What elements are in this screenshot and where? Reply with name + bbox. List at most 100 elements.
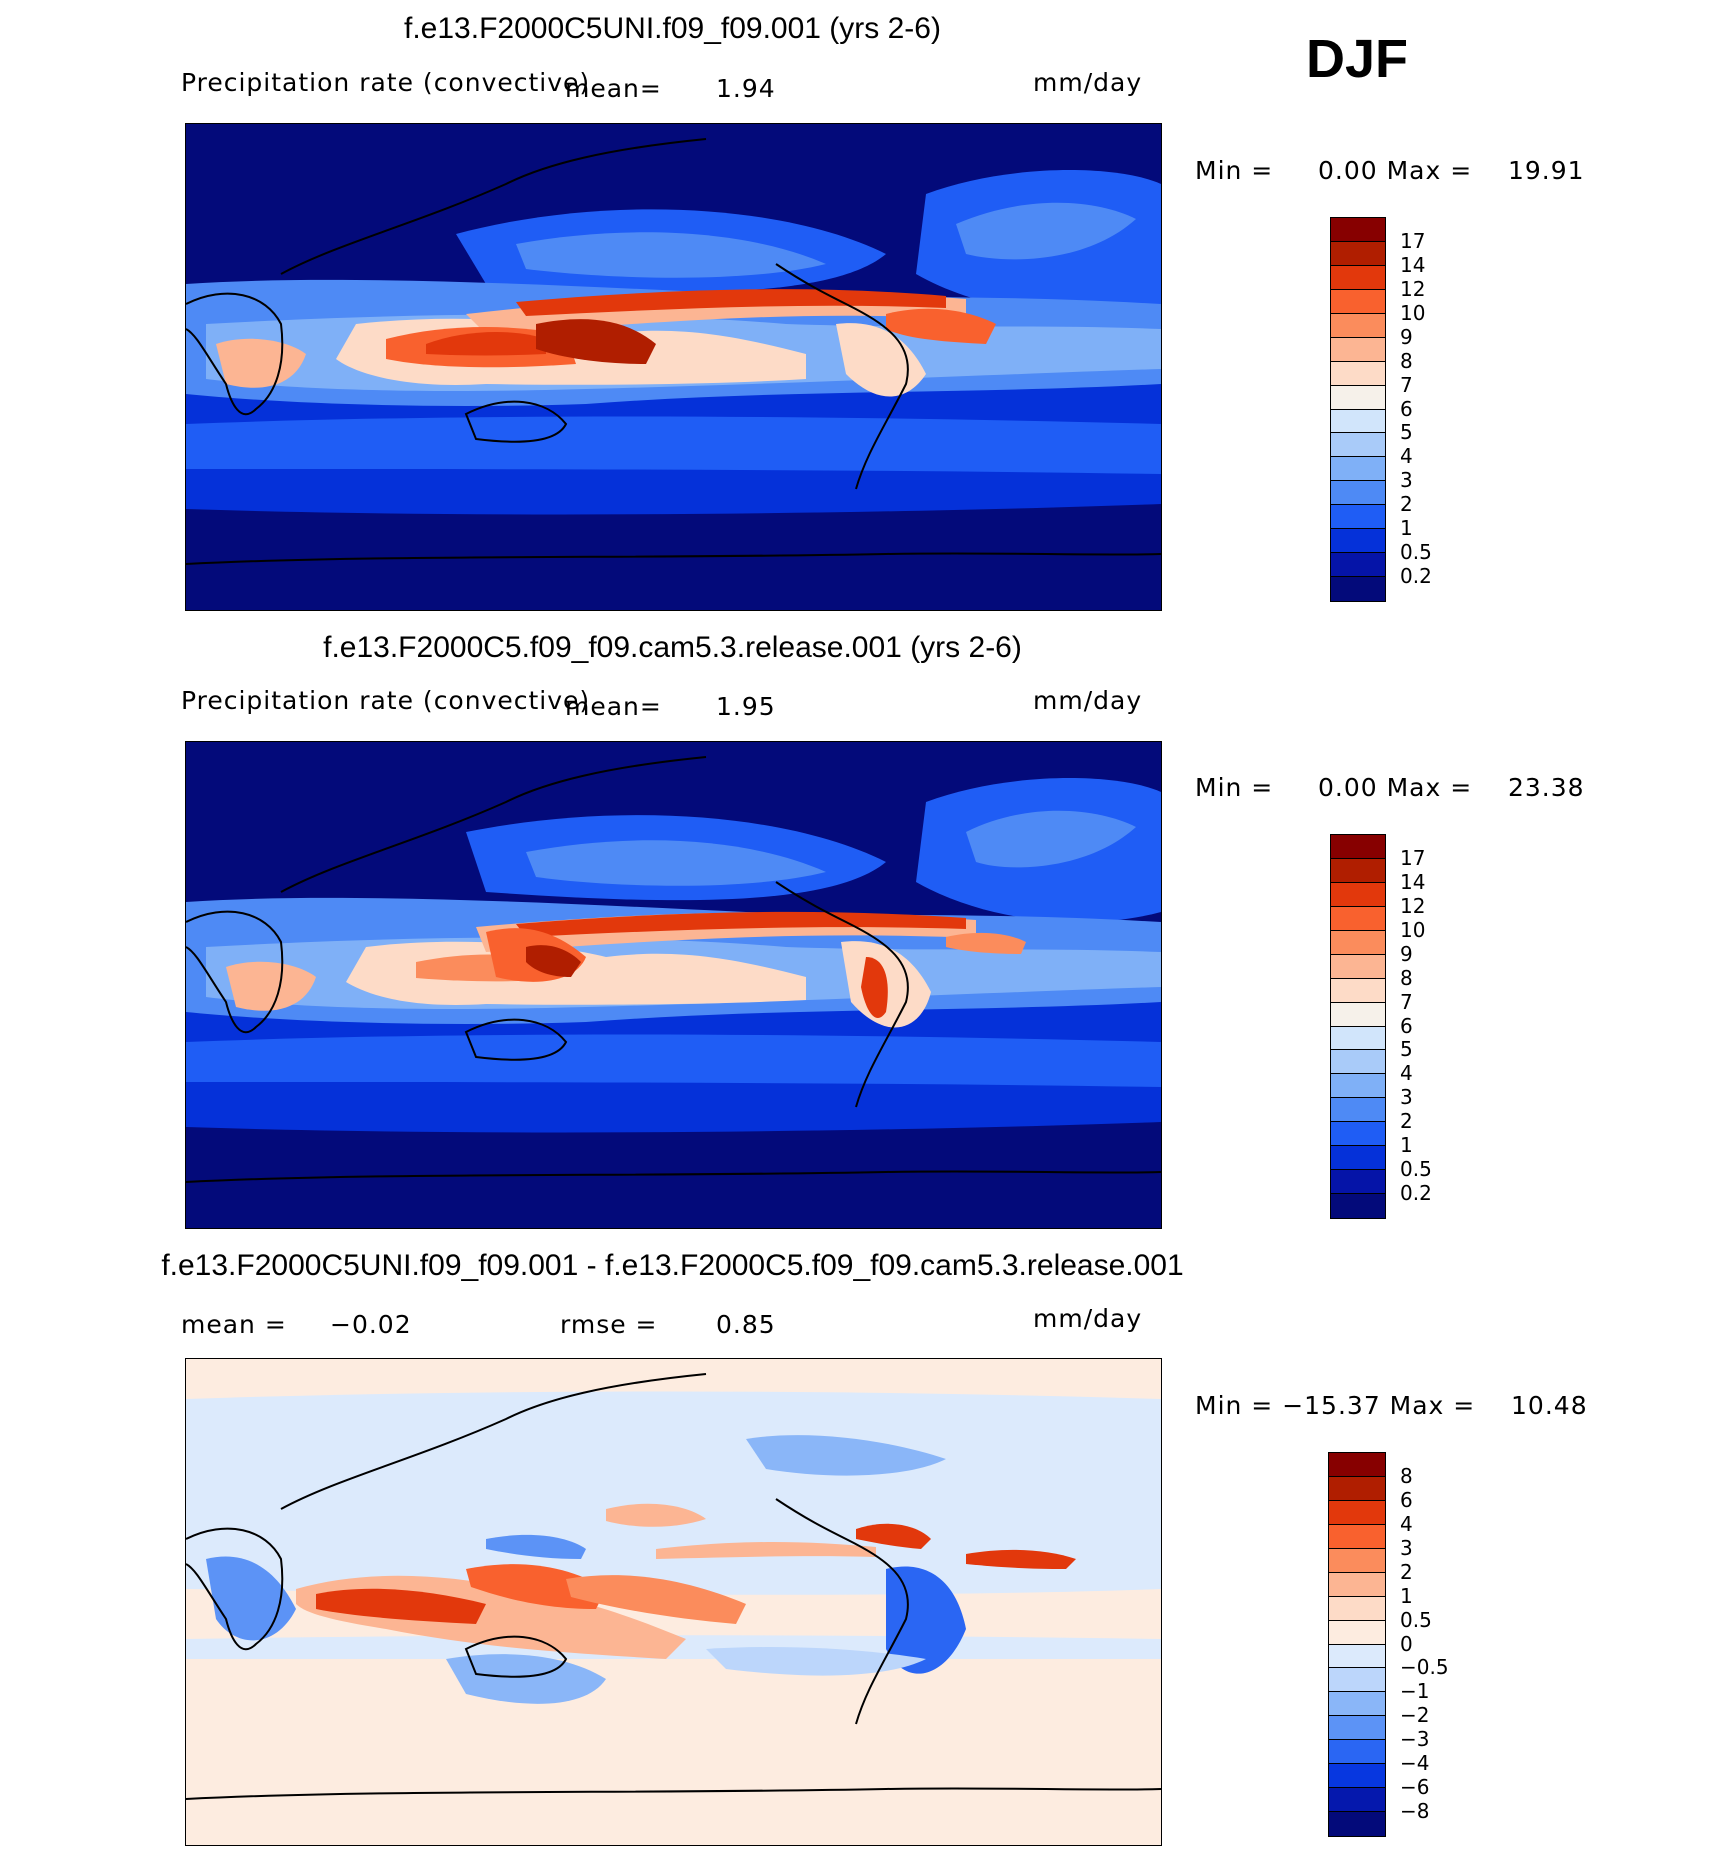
colorbar-swatch [1331,433,1385,458]
panel-3-units: mm/day [1033,1304,1143,1333]
colorbar-swatch [1329,1548,1385,1573]
colorbar-level-label: 9 [1400,941,1413,966]
p1-atlantic-itcz [886,308,996,344]
colorbar-swatch [1331,1098,1385,1123]
panel-1-variable-label: Precipitation rate (convective) [181,68,591,97]
colorbar-level-label: 10 [1400,300,1426,325]
panel-1-colorbar-labels: 17 14 12 10 9 8 7 6 5 4 3 2 1 0.5 0.2 [1400,217,1480,600]
colorbar-level-label: 4 [1400,1061,1413,1086]
p3-east-pacific-positive [856,1523,931,1549]
p3-africa-coast [186,1527,284,1651]
colorbar-swatch [1331,835,1385,859]
panel-1-units: mm/day [1033,68,1143,97]
colorbar-level-label: 3 [1400,1535,1413,1560]
p3-itcz-positive [656,1542,876,1559]
p1-eurasia-coast [280,138,707,275]
colorbar-level-label: 4 [1400,1511,1413,1536]
p2-north-pacific-core [526,840,826,886]
colorbar-swatch [1331,1026,1385,1051]
colorbar-level-label: −1 [1400,1679,1430,1704]
p1-amazon [836,323,926,397]
colorbar-swatch [1331,505,1385,530]
p1-north-pacific-core [516,232,826,278]
colorbar-level-label: 0.5 [1400,540,1432,565]
p1-australia-coast [464,400,568,443]
p2-southern-band [186,1034,1161,1087]
panel-2-colorbar-labels: 17 14 12 10 9 8 7 6 5 4 3 2 1 0.5 0.2 [1400,834,1480,1217]
colorbar-swatch [1331,1170,1385,1195]
colorbar-level-label: 17 [1400,228,1426,253]
panel-2-minmax: Min = 0.00 Max = 23.38 [1195,773,1585,802]
colorbar-level-label: 14 [1400,252,1426,277]
panel-3-map [185,1358,1162,1846]
colorbar-level-label: −3 [1400,1727,1430,1752]
p3-africa-negative [206,1556,296,1641]
p1-africa [216,338,306,388]
panel-2-colorbar [1330,834,1386,1219]
colorbar-level-label: 0.2 [1400,564,1432,589]
p1-maritime-continent [536,319,656,364]
p1-north-atlantic-core [956,202,1136,260]
colorbar-swatch [1331,457,1385,482]
colorbar-level-label: 4 [1400,444,1413,469]
colorbar-swatch [1331,882,1385,907]
colorbar-swatch [1331,361,1385,386]
panel-3-rmse-value: 0.85 [716,1310,776,1339]
colorbar-swatch [1331,529,1385,554]
colorbar-swatch [1331,337,1385,362]
panel-3-mean-value: −0.02 [330,1310,412,1339]
colorbar-swatch [1331,1122,1385,1147]
colorbar-level-label: 7 [1400,989,1413,1014]
colorbar-swatch [1329,1596,1385,1621]
colorbar-level-label: 5 [1400,1037,1413,1062]
panel-1-map-canvas [186,138,1161,565]
colorbar-level-label: 2 [1400,1109,1413,1134]
colorbar-level-label: 8 [1400,965,1413,990]
p3-atlantic-positive [966,1549,1076,1569]
colorbar-level-label: 0.5 [1400,1607,1432,1632]
colorbar-level-label: 1 [1400,1133,1413,1158]
colorbar-swatch [1331,954,1385,979]
p2-north-atlantic-core [966,810,1136,868]
colorbar-level-label: 0.2 [1400,1181,1432,1206]
colorbar-swatch [1331,1194,1385,1218]
colorbar-swatch [1329,1524,1385,1549]
colorbar-swatch [1331,313,1385,338]
panel-1-mean-label: mean= [565,74,662,103]
colorbar-level-label: 0 [1400,1631,1413,1656]
p3-americas-coast [775,1498,909,1725]
colorbar-level-label: 10 [1400,917,1426,942]
panel-2-map-canvas [186,756,1161,1183]
p3-pacific-positive [606,1503,706,1527]
colorbar-swatch [1329,1644,1385,1669]
panel-3-title: f.e13.F2000C5UNI.f09_f09.001 - f.e13.F20… [161,1249,1184,1282]
colorbar-swatch [1331,906,1385,931]
p1-coastlines [186,138,1161,565]
colorbar-swatch [1331,858,1385,883]
panel-2-mean-value: 1.95 [716,692,776,721]
colorbar-swatch [1331,218,1385,242]
colorbar-level-label: 0.5 [1400,1157,1432,1182]
colorbar-swatch [1329,1620,1385,1645]
p3-eurasia-coast [280,1373,707,1510]
colorbar-swatch [1331,1050,1385,1075]
colorbar-swatch [1331,409,1385,434]
colorbar-swatch [1329,1788,1385,1813]
p3-maritime-positive [466,1564,606,1609]
colorbar-swatch [1329,1716,1385,1741]
colorbar-level-label: 9 [1400,324,1413,349]
colorbar-swatch [1331,1074,1385,1099]
p1-indian-ocean-core [426,332,546,356]
colorbar-swatch [1331,289,1385,314]
colorbar-swatch [1331,1002,1385,1027]
p1-americas-coast [775,263,909,490]
colorbar-swatch [1329,1692,1385,1717]
panel-1-minmax: Min = 0.00 Max = 19.91 [1195,156,1585,185]
colorbar-swatch [1329,1812,1385,1836]
p1-antarctica-coast [186,552,1161,565]
p3-coastlines [186,1373,1161,1800]
p2-maritime-core [526,945,581,977]
p3-australia-coast [464,1635,568,1678]
panel-1-title: f.e13.F2000C5UNI.f09_f09.001 (yrs 2-6) [404,12,941,45]
colorbar-level-label: 3 [1400,1085,1413,1110]
